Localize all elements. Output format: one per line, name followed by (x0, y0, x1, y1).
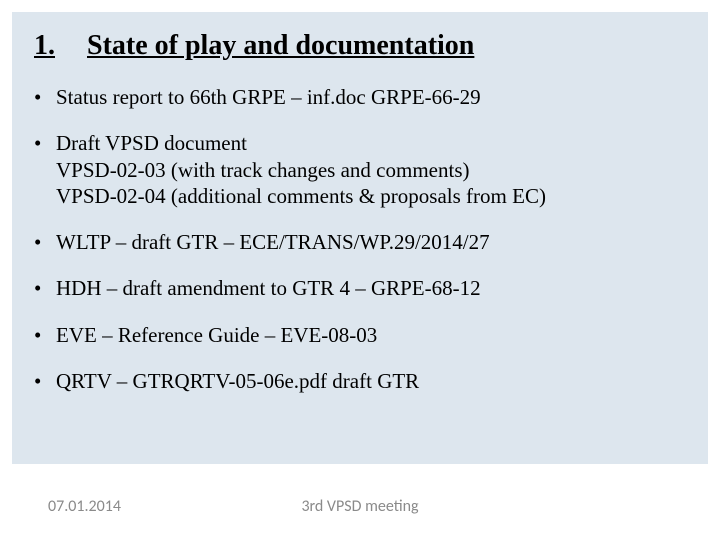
bullet-line: VPSD-02-04 (additional comments & propos… (56, 183, 686, 209)
list-item: Status report to 66th GRPE – inf.doc GRP… (34, 84, 686, 110)
bullet-line: Draft VPSD document (56, 130, 686, 156)
list-item: EVE – Reference Guide – EVE-08-03 (34, 322, 686, 348)
bullet-line: VPSD-02-03 (with track changes and comme… (56, 157, 686, 183)
title-text: State of play and documentation (87, 30, 474, 62)
list-item: Draft VPSD document VPSD-02-03 (with tra… (34, 130, 686, 209)
bullet-line: HDH – draft amendment to GTR 4 – GRPE-68… (56, 276, 481, 300)
list-item: WLTP – draft GTR – ECE/TRANS/WP.29/2014/… (34, 229, 686, 255)
list-item: QRTV – GTRQRTV-05-06e.pdf draft GTR (34, 368, 686, 394)
footer-center: 3rd VPSD meeting (0, 497, 720, 516)
title-number: 1. (34, 30, 55, 62)
bullet-line: QRTV – GTRQRTV-05-06e.pdf draft GTR (56, 369, 419, 393)
content-box: 1. State of play and documentation Statu… (12, 12, 708, 464)
bullet-line: EVE – Reference Guide – EVE-08-03 (56, 323, 377, 347)
slide-title: 1. State of play and documentation (34, 30, 686, 62)
bullet-line: WLTP – draft GTR – ECE/TRANS/WP.29/2014/… (56, 230, 490, 254)
list-item: HDH – draft amendment to GTR 4 – GRPE-68… (34, 275, 686, 301)
slide: 1. State of play and documentation Statu… (0, 0, 720, 540)
bullet-line: Status report to 66th GRPE – inf.doc GRP… (56, 85, 481, 109)
bullet-list: Status report to 66th GRPE – inf.doc GRP… (34, 84, 686, 394)
